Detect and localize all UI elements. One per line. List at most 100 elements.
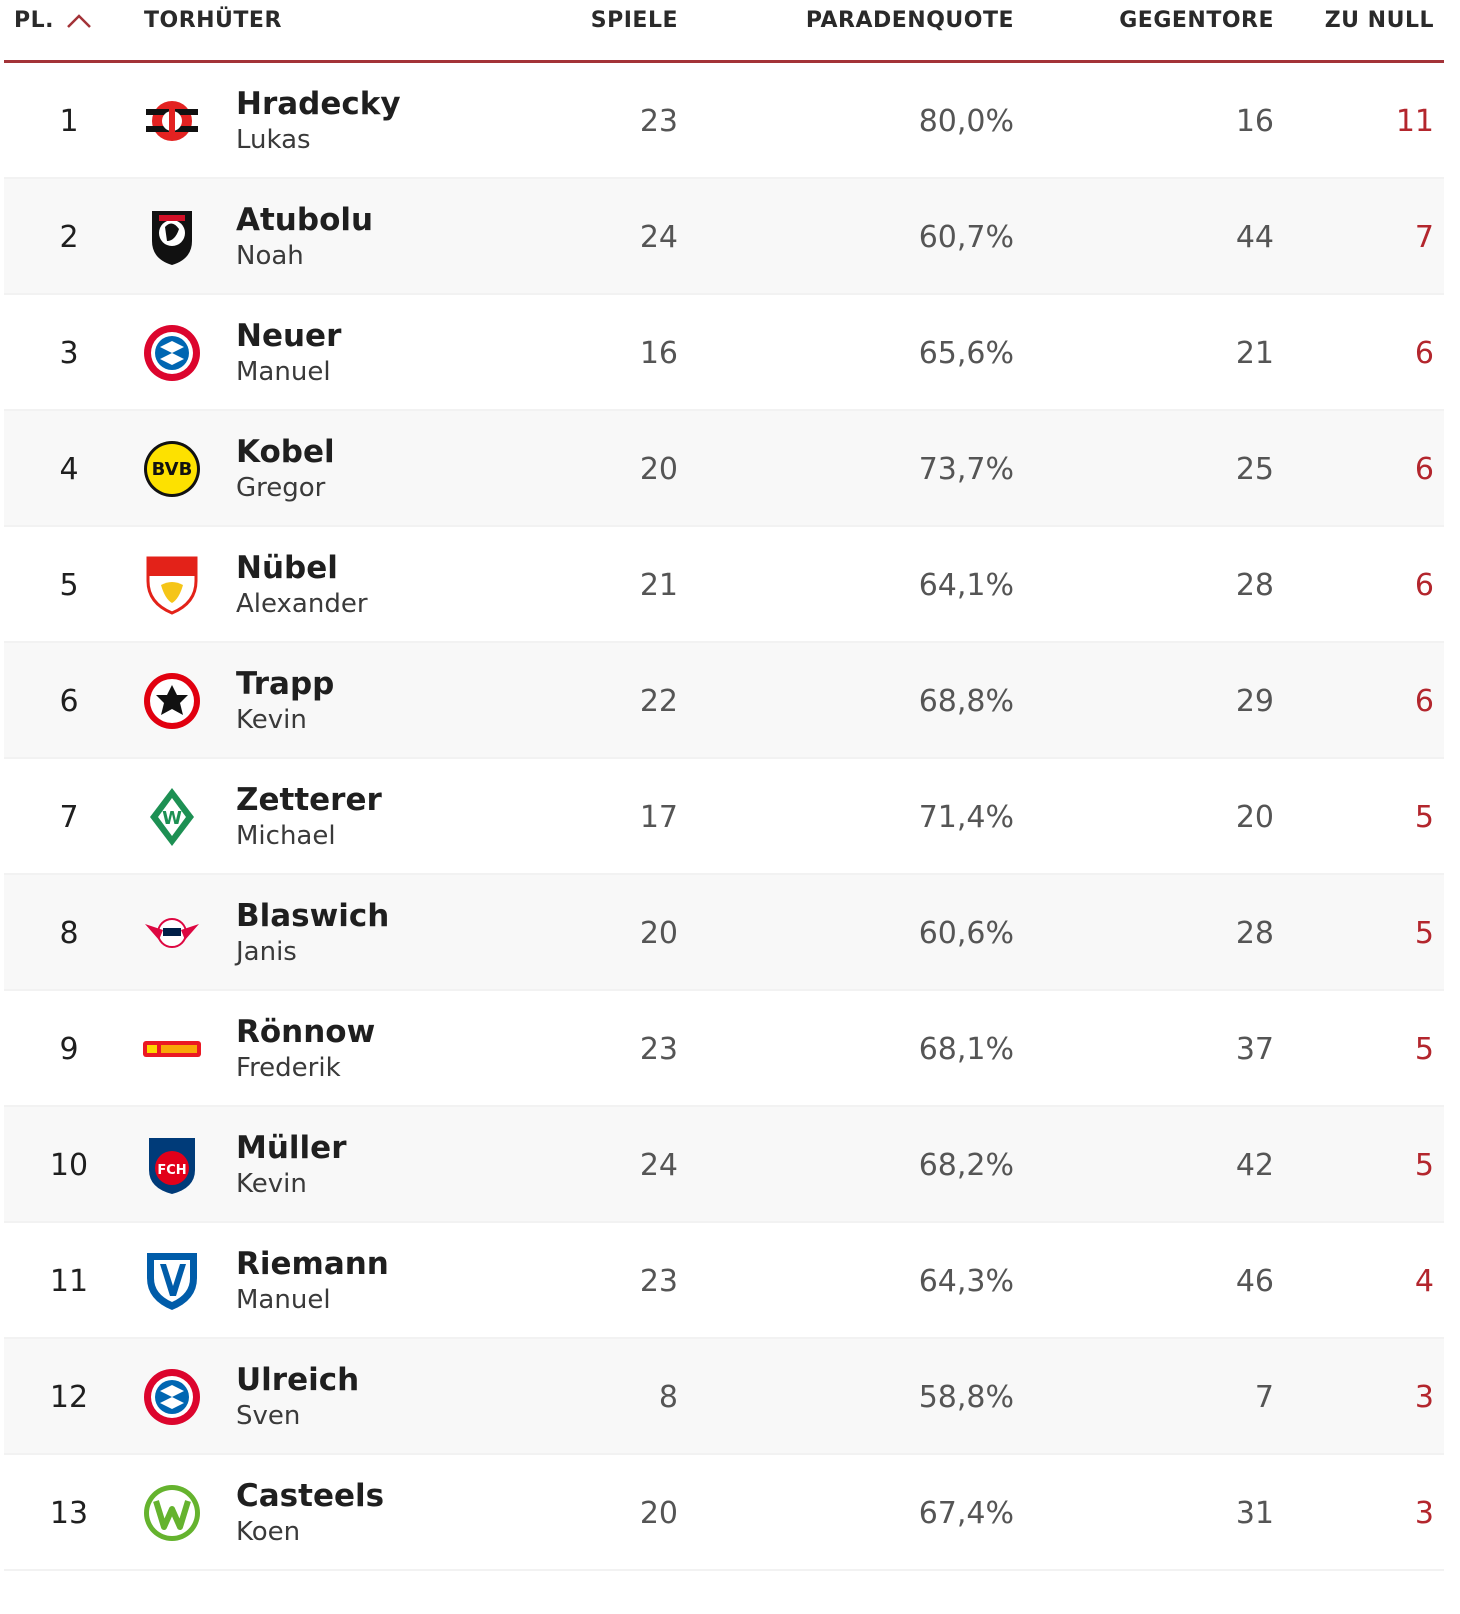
- keeper-last-name: Casteels: [236, 1478, 385, 1514]
- svg-text:BVB: BVB: [152, 459, 193, 480]
- table-row[interactable]: 8 Blaswich Janis 20 60,6% 28 5: [4, 875, 1444, 991]
- stuttgart-crest-icon: [140, 527, 204, 643]
- column-header-keeper[interactable]: TORHÜTER: [144, 8, 282, 33]
- column-header-save-rate[interactable]: PARADENQUOTE: [805, 8, 1014, 33]
- position-rank: 9: [59, 1031, 79, 1067]
- games-value: 22: [639, 683, 678, 719]
- keeper-name[interactable]: Riemann Manuel: [236, 1223, 389, 1339]
- leipzig-crest-icon: [140, 875, 204, 991]
- keeper-name[interactable]: Hradecky Lukas: [236, 63, 401, 179]
- table-row[interactable]: 6 Trapp Kevin 22 68,8% 29 6: [4, 643, 1444, 759]
- position-rank: 12: [49, 1379, 89, 1415]
- keeper-last-name: Nübel: [236, 550, 338, 586]
- position-rank: 1: [59, 103, 79, 139]
- table-row[interactable]: 7 W Zetterer Michael 17 71,4% 20 5: [4, 759, 1444, 875]
- column-header-clean-sheets[interactable]: ZU NULL: [1324, 8, 1434, 33]
- keeper-name[interactable]: Blaswich Janis: [236, 875, 389, 991]
- keeper-name[interactable]: Ulreich Sven: [236, 1339, 359, 1455]
- clean-sheets-value: 5: [1414, 799, 1434, 835]
- keeper-first-name: Noah: [236, 241, 304, 271]
- save-rate-value: 67,4%: [918, 1495, 1014, 1531]
- table-row[interactable]: 5 Nübel Alexander 21 64,1% 28 6: [4, 527, 1444, 643]
- table-row[interactable]: 12 Ulreich Sven 8 58,8% 7 3: [4, 1339, 1444, 1455]
- bremen-crest-icon: W: [140, 759, 204, 875]
- column-header-games[interactable]: SPIELE: [590, 8, 678, 33]
- svg-text:FCH: FCH: [157, 1163, 186, 1178]
- position-rank: 10: [49, 1147, 89, 1183]
- table-row[interactable]: 2 Atubolu Noah 24 60,7% 44 7: [4, 179, 1444, 295]
- clean-sheets-value: 5: [1414, 915, 1434, 951]
- conceded-value: 31: [1235, 1495, 1274, 1531]
- conceded-value: 7: [1254, 1379, 1274, 1415]
- keeper-last-name: Müller: [236, 1130, 347, 1166]
- table-row[interactable]: 10 FCH Müller Kevin 24 68,2% 42 5: [4, 1107, 1444, 1223]
- conceded-value: 29: [1235, 683, 1274, 719]
- keeper-first-name: Alexander: [236, 589, 368, 619]
- games-value: 24: [639, 219, 678, 255]
- sort-by-position-button[interactable]: PL.: [14, 8, 92, 33]
- position-rank: 3: [59, 335, 79, 371]
- keeper-last-name: Hradecky: [236, 86, 401, 122]
- table-row[interactable]: 3 Neuer Manuel 16 65,6% 21 6: [4, 295, 1444, 411]
- keeper-name[interactable]: Neuer Manuel: [236, 295, 341, 411]
- position-rank: 11: [49, 1263, 89, 1299]
- table-row[interactable]: 1 Hradecky Lukas 23 80,0% 16 11: [4, 63, 1444, 179]
- save-rate-value: 71,4%: [918, 799, 1014, 835]
- conceded-value: 21: [1235, 335, 1274, 371]
- save-rate-value: 64,3%: [918, 1263, 1014, 1299]
- conceded-value: 28: [1235, 915, 1274, 951]
- conceded-value: 44: [1235, 219, 1274, 255]
- position-rank: 2: [59, 219, 79, 255]
- conceded-value: 28: [1235, 567, 1274, 603]
- clean-sheets-value: 6: [1414, 567, 1434, 603]
- conceded-value: 20: [1235, 799, 1274, 835]
- column-header-conceded[interactable]: GEGENTORE: [1119, 8, 1274, 33]
- table-row[interactable]: 13 Casteels Koen 20 67,4% 31 3: [4, 1455, 1444, 1571]
- keeper-first-name: Kevin: [236, 1169, 307, 1199]
- table-row[interactable]: 11 Riemann Manuel 23 64,3% 46 4: [4, 1223, 1444, 1339]
- table-header: PL. TORHÜTER SPIELE PARADENQUOTE GEGENTO…: [4, 0, 1444, 63]
- keeper-name[interactable]: Rönnow Frederik: [236, 991, 375, 1107]
- table-row[interactable]: 9 Rönnow Frederik 23 68,1% 37 5: [4, 991, 1444, 1107]
- games-value: 24: [639, 1147, 678, 1183]
- save-rate-value: 64,1%: [918, 567, 1014, 603]
- bochum-crest-icon: [140, 1223, 204, 1339]
- clean-sheets-value: 6: [1414, 335, 1434, 371]
- games-value: 23: [639, 1031, 678, 1067]
- keeper-name[interactable]: Trapp Kevin: [236, 643, 334, 759]
- conceded-value: 46: [1235, 1263, 1274, 1299]
- games-value: 16: [639, 335, 678, 371]
- keeper-last-name: Zetterer: [236, 782, 382, 818]
- heidenheim-crest-icon: FCH: [140, 1107, 204, 1223]
- conceded-value: 25: [1235, 451, 1274, 487]
- freiburg-crest-icon: [140, 179, 204, 295]
- table-row[interactable]: 4 BVB Kobel Gregor 20 73,7% 25 6: [4, 411, 1444, 527]
- clean-sheets-value: 7: [1414, 219, 1434, 255]
- keeper-first-name: Manuel: [236, 1285, 331, 1315]
- save-rate-value: 68,8%: [918, 683, 1014, 719]
- keeper-first-name: Kevin: [236, 705, 307, 735]
- save-rate-value: 60,6%: [918, 915, 1014, 951]
- svg-text:W: W: [162, 808, 182, 829]
- games-value: 23: [639, 103, 678, 139]
- games-value: 23: [639, 1263, 678, 1299]
- keeper-name[interactable]: Müller Kevin: [236, 1107, 346, 1223]
- conceded-value: 42: [1235, 1147, 1274, 1183]
- clean-sheets-value: 6: [1414, 451, 1434, 487]
- clean-sheets-value: 11: [1395, 103, 1434, 139]
- keeper-name[interactable]: Nübel Alexander: [236, 527, 368, 643]
- keeper-name[interactable]: Casteels Koen: [236, 1455, 384, 1571]
- save-rate-value: 65,6%: [918, 335, 1014, 371]
- keeper-name[interactable]: Kobel Gregor: [236, 411, 335, 527]
- clean-sheets-value: 6: [1414, 683, 1434, 719]
- games-value: 17: [639, 799, 678, 835]
- keeper-first-name: Lukas: [236, 125, 311, 155]
- keeper-name[interactable]: Zetterer Michael: [236, 759, 382, 875]
- save-rate-value: 80,0%: [918, 103, 1014, 139]
- keeper-first-name: Manuel: [236, 357, 331, 387]
- position-rank: 5: [59, 567, 79, 603]
- save-rate-value: 68,1%: [918, 1031, 1014, 1067]
- keeper-name[interactable]: Atubolu Noah: [236, 179, 373, 295]
- keeper-last-name: Atubolu: [236, 202, 374, 238]
- games-value: 20: [639, 915, 678, 951]
